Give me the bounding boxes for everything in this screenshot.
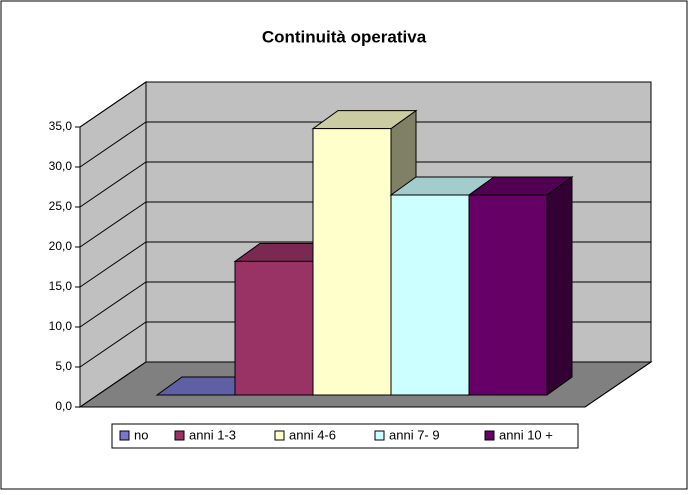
y-tick-label: 25,0 [49, 199, 73, 213]
legend-swatch [119, 430, 130, 441]
floor-edge [584, 361, 652, 408]
y-tick-label: 30,0 [49, 159, 73, 173]
bar [390, 194, 470, 396]
bar [312, 128, 392, 396]
legend [111, 423, 579, 449]
bar [468, 194, 548, 396]
legend-label: anni 4-6 [289, 427, 336, 442]
y-tick-label: 0,0 [55, 399, 72, 413]
legend-swatch [274, 430, 285, 441]
legend-label: anni 1-3 [189, 427, 236, 442]
legend-label: anni 7- 9 [389, 427, 440, 442]
y-tick-label: 15,0 [49, 279, 73, 293]
y-tick-label: 10,0 [49, 319, 73, 333]
side-wall [79, 81, 147, 408]
y-tick-label: 5,0 [55, 359, 72, 373]
legend-swatch [484, 430, 495, 441]
grid-line [79, 81, 651, 128]
grid-line [79, 121, 651, 168]
grid-line [79, 161, 651, 208]
legend-label: anni 10 + [499, 427, 553, 442]
legend-label: no [134, 427, 148, 442]
chart-title: Continuità operativa [262, 27, 427, 46]
legend-swatch [374, 430, 385, 441]
legend-swatch [174, 430, 185, 441]
y-tick-label: 20,0 [49, 239, 73, 253]
bar-side [546, 176, 573, 396]
y-tick-label: 35,0 [49, 119, 73, 133]
bar [234, 260, 314, 396]
